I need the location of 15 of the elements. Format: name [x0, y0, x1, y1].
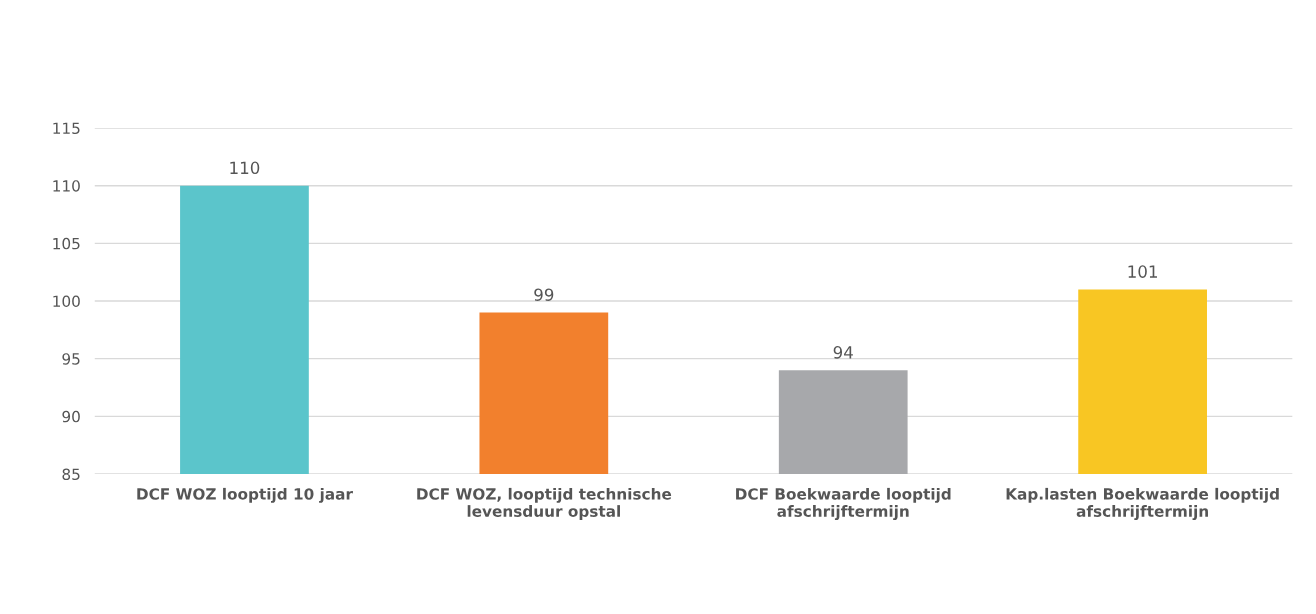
x-tick-label: Kap.lasten Boekwaarde looptijd afschrijftermijn — [1006, 487, 1279, 521]
y-tick-label: 85 — [62, 468, 80, 481]
y-tick-label: 105 — [53, 237, 80, 250]
data-label: 101 — [1128, 265, 1157, 278]
x-tick-label: DCF WOZ looptijd 10 jaar — [137, 487, 353, 503]
x-tick-label: DCF Boekwaarde looptijd afschrijftermijn — [736, 487, 951, 521]
y-tick-label: 95 — [62, 353, 80, 365]
y-tick-label: 100 — [53, 295, 80, 308]
data-label: 110 — [230, 161, 260, 175]
y-tick-label: 90 — [62, 410, 80, 423]
x-tick-label: DCF WOZ, looptijd technische levensduur opstal — [417, 487, 672, 520]
y-tick-label: 115 — [53, 122, 80, 135]
data-label: 94 — [833, 346, 853, 359]
data-label: 99 — [534, 288, 554, 301]
y-tick-label: 110 — [53, 180, 80, 192]
